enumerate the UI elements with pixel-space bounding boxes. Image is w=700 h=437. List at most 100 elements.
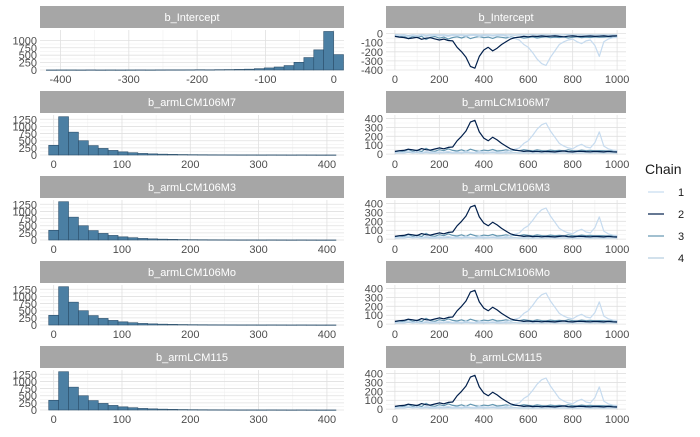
histogram-bar	[138, 323, 148, 325]
legend-label-chain-1: 1	[678, 187, 684, 199]
histogram-bar	[78, 141, 88, 155]
trace-line-chain-4	[395, 152, 617, 153]
histogram-bar	[168, 409, 178, 410]
x-tick-label: -400	[49, 74, 71, 86]
histogram-bar	[49, 400, 59, 410]
x-tick-label: 300	[249, 244, 267, 256]
histogram-bar	[158, 154, 168, 155]
histogram-bar	[304, 58, 314, 70]
histogram-bar	[108, 150, 118, 155]
x-tick-label: 0	[51, 244, 57, 256]
x-tick-label: 800	[563, 159, 581, 171]
histogram-bar	[98, 233, 108, 240]
x-tick-label: 100	[113, 244, 131, 256]
x-tick-label: 200	[430, 159, 448, 171]
x-tick-label: 1000	[605, 329, 629, 341]
y-tick-label: 0	[377, 29, 383, 41]
y-tick-label: 1250	[13, 114, 37, 126]
trace-line-chain-4	[395, 35, 617, 36]
x-tick-label: 400	[318, 159, 336, 171]
histogram-bar	[314, 50, 324, 70]
histogram-bar	[49, 145, 59, 155]
x-tick-label: -100	[254, 74, 276, 86]
y-tick-label: 1000	[13, 35, 37, 47]
facet-strip-label: b_armLCM106M3	[462, 182, 550, 194]
histogram-bar	[128, 408, 138, 410]
x-tick-label: 400	[475, 159, 493, 171]
y-tick-label: 400	[365, 284, 383, 296]
histogram-bar	[128, 238, 138, 240]
x-tick-label: 200	[430, 414, 448, 426]
histogram-bar	[244, 69, 254, 70]
x-tick-label: 1000	[605, 159, 629, 171]
histogram-bar	[59, 117, 69, 155]
x-tick-label: 400	[475, 329, 493, 341]
y-tick-label: 1250	[13, 284, 37, 296]
histogram-bar	[148, 154, 158, 155]
x-tick-label: 800	[563, 414, 581, 426]
x-tick-label: 600	[519, 159, 537, 171]
x-tick-label: 300	[249, 414, 267, 426]
histogram-bar	[108, 405, 118, 410]
facet-strip-label: b_armLCM106M7	[148, 97, 236, 109]
histogram-bar	[254, 69, 264, 70]
histogram-bar	[108, 320, 118, 325]
histogram-bar	[59, 202, 69, 240]
x-tick-label: 0	[331, 74, 337, 86]
histogram-bar	[78, 226, 88, 240]
x-tick-label: -300	[118, 74, 140, 86]
histogram-bar	[334, 55, 344, 70]
x-tick-label: 300	[249, 159, 267, 171]
x-tick-label: 200	[430, 244, 448, 256]
x-tick-label: 800	[563, 329, 581, 341]
x-tick-label: 400	[475, 414, 493, 426]
histogram-bar	[69, 132, 79, 155]
x-tick-label: 200	[181, 329, 199, 341]
histogram-bar	[158, 239, 168, 240]
x-tick-label: 200	[181, 414, 199, 426]
histogram-bar	[69, 217, 79, 240]
x-tick-label: 0	[392, 159, 398, 171]
histogram-bar	[59, 372, 69, 410]
trace-line-chain-4	[395, 407, 617, 408]
x-tick-label: 0	[392, 329, 398, 341]
x-tick-label: 600	[519, 74, 537, 86]
x-tick-label: 400	[318, 329, 336, 341]
x-tick-label: 0	[51, 414, 57, 426]
x-tick-label: 200	[430, 329, 448, 341]
histogram-bar	[88, 401, 98, 410]
x-tick-label: 600	[519, 244, 537, 256]
histogram-bar	[324, 31, 334, 70]
x-tick-label: 600	[519, 329, 537, 341]
legend-label-chain-2: 2	[678, 209, 684, 221]
x-tick-label: 0	[51, 329, 57, 341]
x-tick-label: 1000	[605, 244, 629, 256]
histogram-bar	[69, 302, 79, 325]
x-tick-label: 400	[318, 244, 336, 256]
histogram-bar	[148, 239, 158, 240]
x-tick-label: 0	[392, 244, 398, 256]
histogram-panel-b_Intercept: b_Intercept02505007501000-400-300-200-10…	[13, 6, 344, 86]
histogram-bar	[49, 230, 59, 240]
facet-strip-label: b_armLCM106Mo	[462, 267, 550, 279]
facet-strip-label: b_Intercept	[164, 12, 219, 24]
facet-strip-label: b_Intercept	[478, 12, 533, 24]
x-tick-label: 1000	[605, 74, 629, 86]
histogram-bar	[118, 152, 128, 155]
histogram-bar	[88, 316, 98, 325]
histogram-bar	[168, 324, 178, 325]
x-tick-label: -200	[186, 74, 208, 86]
histogram-bar	[274, 67, 284, 70]
histogram-bar	[138, 238, 148, 240]
histogram-bar	[128, 153, 138, 155]
x-tick-label: 100	[113, 329, 131, 341]
x-tick-label: 300	[249, 329, 267, 341]
x-tick-label: 400	[475, 244, 493, 256]
